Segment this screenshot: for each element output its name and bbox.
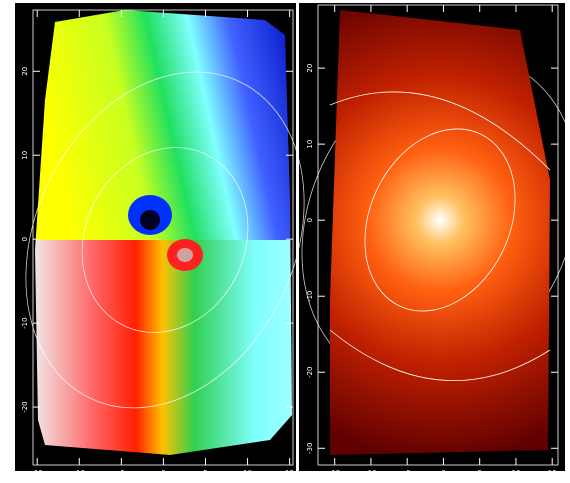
y-tick-label: -10 — [21, 317, 29, 328]
x-tick-label: 0 — [161, 469, 165, 477]
x-tick-label: 15 — [548, 469, 557, 477]
velocity-map — [35, 10, 292, 455]
y-tick-label: -30 — [306, 443, 314, 454]
x-tick-label: 10 — [511, 469, 520, 477]
y-tick-label: 10 — [306, 140, 314, 149]
y-tick-label: 20 — [21, 67, 29, 76]
y-tick-label: -20 — [306, 367, 314, 378]
y-tick-label: 0 — [21, 237, 29, 241]
x-tick-label: -10 — [74, 469, 85, 477]
x-tick-label: 5 — [477, 469, 481, 477]
axes-frame — [317, 4, 559, 466]
x-tick-label: -5 — [404, 469, 411, 477]
flux-map — [330, 10, 550, 455]
x-tick-label: 0 — [441, 469, 445, 477]
x-tick-label: 15 — [285, 469, 294, 477]
x-tick-label: -15 — [31, 469, 42, 477]
x-tick-label: -15 — [329, 469, 340, 477]
x-tick-label: 5 — [203, 469, 207, 477]
y-tick-label: 20 — [306, 64, 314, 73]
y-tick-label: -10 — [306, 290, 314, 301]
x-tick-label: 10 — [243, 469, 252, 477]
x-tick-label: -5 — [118, 469, 125, 477]
y-tick-label: 10 — [21, 151, 29, 160]
y-tick-label: -20 — [21, 401, 29, 412]
x-tick-label: -10 — [365, 469, 376, 477]
y-tick-label: 0 — [306, 218, 314, 222]
